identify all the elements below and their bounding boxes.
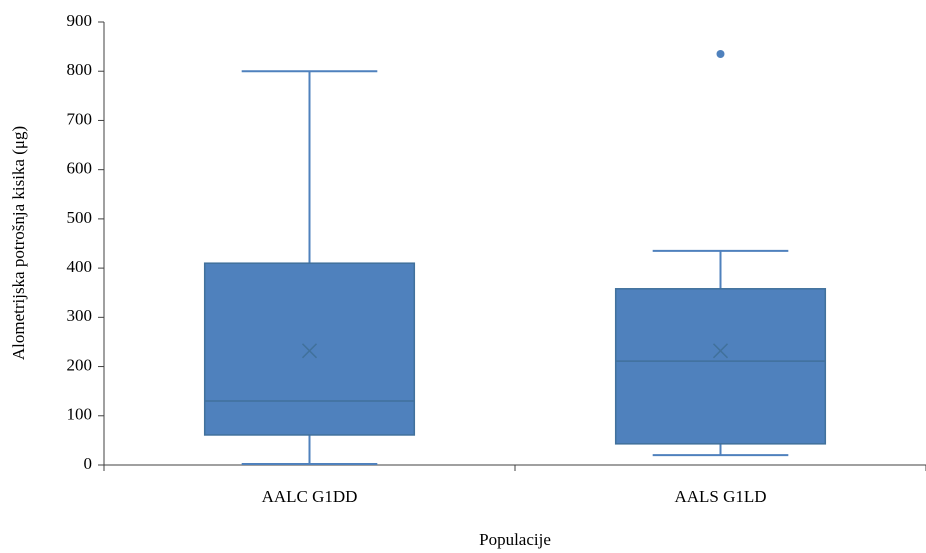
y-tick-label: 500 <box>67 208 93 227</box>
box <box>203 262 416 436</box>
y-tick-label: 600 <box>67 159 93 178</box>
mean-marker <box>712 343 729 359</box>
x-tick-label: AALC G1DD <box>262 487 358 506</box>
y-tick-label: 200 <box>67 355 93 374</box>
y-tick-label: 800 <box>67 60 93 79</box>
x-tick-label: AALS G1LD <box>674 487 766 506</box>
y-tick-label: 300 <box>67 306 93 325</box>
y-tick-label: 0 <box>84 454 93 473</box>
outlier <box>716 49 725 58</box>
y-tick-label: 900 <box>67 11 93 30</box>
box <box>614 288 827 445</box>
mean-marker <box>301 343 318 359</box>
y-axis-label: Alometrijska potrošnja kisika (μg) <box>9 126 28 360</box>
y-tick-label: 100 <box>67 405 93 424</box>
x-axis-label: Populacije <box>479 530 551 549</box>
y-tick-label: 400 <box>67 257 93 276</box>
y-tick-label: 700 <box>67 109 93 128</box>
